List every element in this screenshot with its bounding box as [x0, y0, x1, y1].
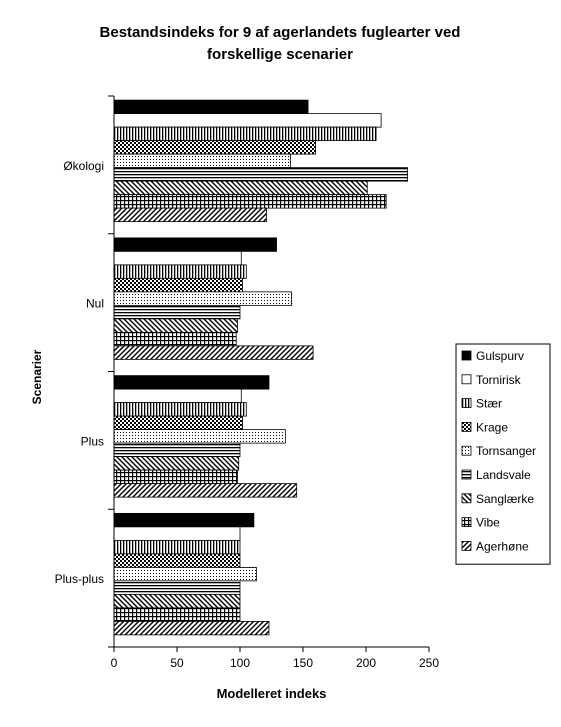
legend-swatch [461, 541, 472, 551]
chart-title-line-2: forskellige scenarier [207, 46, 353, 63]
bar-agerhøne-nul [113, 345, 314, 360]
bar-krage-økologi [113, 140, 317, 155]
legend-swatch [461, 374, 472, 385]
legend-label: Krage [476, 420, 508, 434]
bar-gulspurv-plus [113, 375, 270, 390]
bar-landsvale-plus-plus [113, 580, 241, 595]
x-axis-label: Modelleret indeks [216, 686, 327, 701]
bar-gulspurv-økologi [113, 99, 309, 115]
bar-landsvale-nul [113, 304, 241, 320]
bar-vibe-plus-plus [113, 607, 241, 622]
x-tick-label: 250 [419, 656, 439, 670]
legend-swatch [461, 421, 472, 432]
bar-tornsanger-plus-plus [113, 566, 257, 582]
x-tick-label: 0 [111, 656, 118, 670]
bar-krage-plus [113, 415, 243, 431]
bar-agerhøne-plus-plus [113, 620, 270, 636]
bar-landsvale-økologi [113, 167, 408, 182]
bar-stær-økologi [113, 126, 377, 142]
bar-stær-nul [113, 264, 247, 279]
bar-tornirisk-økologi [113, 113, 382, 128]
y-tick-label: Plus-plus [55, 572, 104, 586]
legend-swatch [461, 350, 472, 361]
bar-gulspurv-nul [113, 237, 277, 252]
bar-sanglærke-plus [113, 456, 240, 471]
legend-swatch [461, 398, 472, 409]
bar-krage-plus-plus [113, 553, 241, 568]
legend-label: Vibe [476, 516, 500, 530]
legend-label: Tornirisk [476, 373, 522, 387]
legend-label: Tornsanger [476, 444, 536, 458]
legend-label: Gulspurv [476, 349, 524, 363]
bar-agerhøne-plus [113, 483, 298, 498]
y-tick-label: Plus [81, 434, 104, 448]
bar-tornsanger-nul [113, 291, 293, 306]
bar-landsvale-plus [113, 442, 241, 458]
y-tick-label: Nul [86, 297, 104, 311]
bar-sanglærke-nul [113, 318, 238, 333]
legend-swatch [461, 517, 472, 527]
legend-swatch [461, 469, 472, 480]
legend-label: Sanglærke [476, 492, 534, 506]
legend-label: Stær [476, 397, 502, 411]
bar-stær-plus-plus [113, 539, 241, 555]
bar-vibe-økologi [113, 194, 387, 209]
x-tick-label: 100 [230, 656, 250, 670]
bar-krage-nul [113, 277, 243, 293]
x-tick-label: 50 [170, 656, 184, 670]
y-tick-label: Økologi [63, 159, 104, 173]
bar-vibe-plus [113, 469, 238, 485]
legend-swatch [461, 445, 472, 456]
bar-stær-plus [113, 402, 247, 417]
chart-title-line-1: Bestandsindeks for 9 af agerlandets fugl… [99, 24, 461, 41]
bar-agerhøne-økologi [113, 207, 267, 223]
bar-vibe-nul [113, 331, 237, 347]
legend-box [455, 343, 551, 565]
legend-label: Agerhøne [476, 539, 529, 553]
bar-sanglærke-plus-plus [113, 593, 241, 609]
legend-swatch [461, 493, 472, 504]
bar-tornsanger-plus [113, 429, 286, 444]
x-tick-label: 200 [356, 656, 376, 670]
bar-tornirisk-plus-plus [113, 526, 241, 541]
bar-tornsanger-økologi [113, 153, 291, 169]
bar-gulspurv-plus-plus [113, 512, 255, 528]
bar-tornirisk-nul [113, 250, 242, 266]
legend-label: Landsvale [476, 468, 531, 482]
x-tick-label: 150 [293, 656, 313, 670]
bar-sanglærke-økologi [113, 180, 368, 196]
bar-tornirisk-plus [113, 388, 242, 404]
